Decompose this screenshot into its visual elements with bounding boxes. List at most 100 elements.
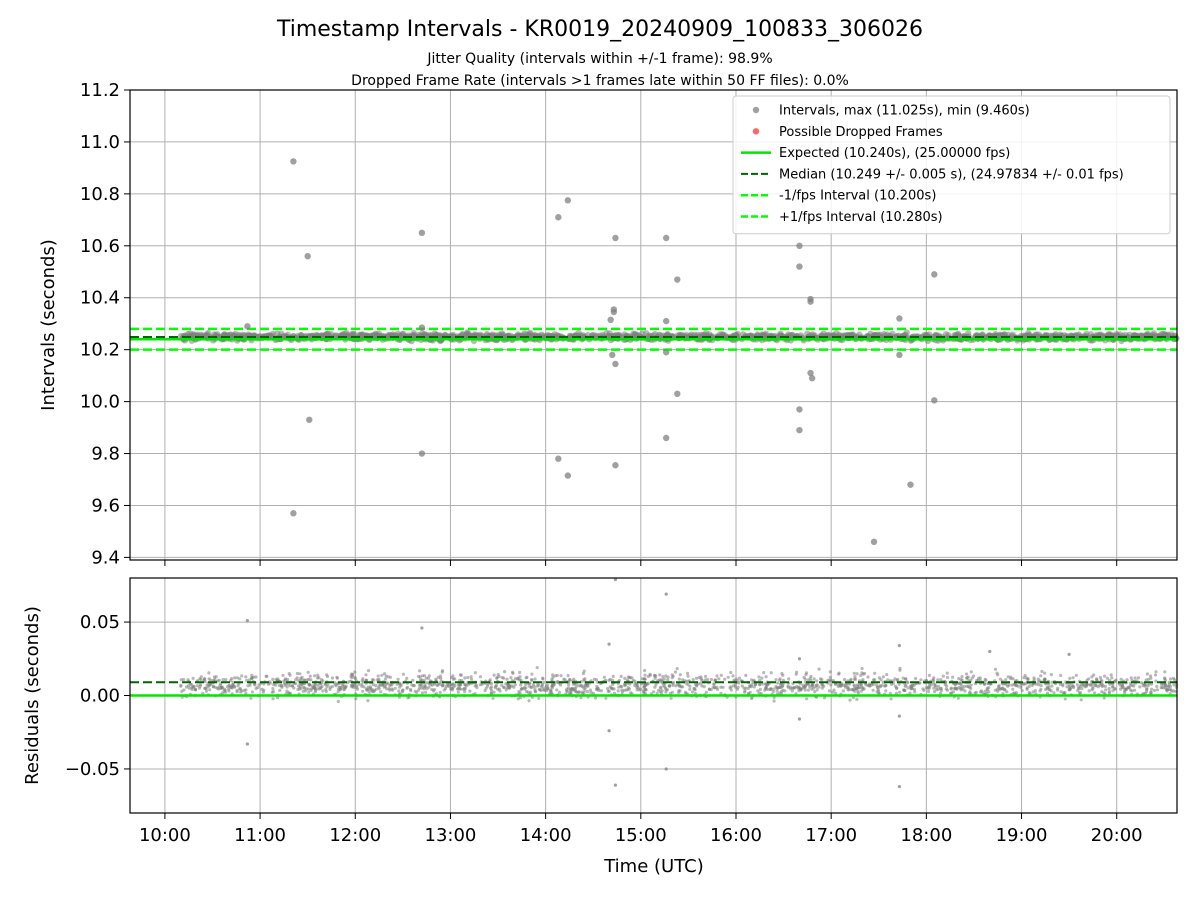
data-point bbox=[885, 673, 889, 677]
data-point bbox=[1039, 674, 1043, 678]
data-point bbox=[517, 690, 521, 694]
data-point bbox=[909, 687, 913, 691]
data-point bbox=[1037, 680, 1041, 684]
data-point bbox=[607, 678, 611, 683]
data-point bbox=[495, 675, 499, 680]
data-point bbox=[288, 684, 292, 688]
data-point bbox=[179, 683, 183, 688]
data-point bbox=[415, 690, 419, 695]
data-point bbox=[697, 676, 701, 680]
data-point bbox=[559, 674, 563, 678]
data-point bbox=[951, 675, 955, 679]
data-point bbox=[852, 671, 856, 675]
y-tick-label: 9.8 bbox=[91, 444, 120, 465]
data-point bbox=[207, 671, 211, 675]
data-point bbox=[1004, 678, 1008, 682]
data-point bbox=[1153, 673, 1158, 677]
data-point bbox=[949, 687, 953, 691]
data-point bbox=[555, 688, 559, 692]
data-point bbox=[336, 699, 340, 704]
data-point bbox=[754, 682, 758, 686]
data-point bbox=[295, 676, 299, 680]
data-point bbox=[617, 685, 621, 689]
data-point bbox=[303, 689, 307, 693]
intervals-panel: 9.4 9.6 9.8 10.0 10.2 10.4 10.6 10.8 11.0 11.2 Int… bbox=[38, 80, 1180, 568]
data-point bbox=[537, 683, 541, 688]
data-point bbox=[400, 690, 404, 694]
data-point bbox=[820, 678, 824, 682]
data-point bbox=[1107, 687, 1111, 691]
data-point bbox=[1063, 697, 1067, 701]
data-point bbox=[965, 676, 969, 680]
data-point bbox=[1130, 689, 1134, 693]
data-point bbox=[281, 673, 285, 677]
data-point bbox=[664, 688, 668, 692]
data-point bbox=[970, 676, 974, 680]
data-point bbox=[959, 688, 963, 692]
data-point bbox=[813, 690, 817, 694]
data-point bbox=[985, 686, 989, 691]
data-point bbox=[380, 673, 384, 677]
data-point bbox=[840, 682, 844, 686]
data-point bbox=[253, 683, 257, 687]
data-point bbox=[849, 677, 853, 682]
data-point bbox=[876, 685, 880, 690]
data-point bbox=[574, 689, 578, 694]
data-point bbox=[652, 674, 657, 678]
data-point bbox=[1033, 689, 1037, 693]
data-point bbox=[1138, 685, 1142, 689]
data-point bbox=[945, 688, 950, 692]
data-point bbox=[717, 677, 721, 681]
data-point bbox=[1133, 688, 1137, 692]
y-tick-label: 10.6 bbox=[80, 236, 120, 257]
data-point bbox=[250, 673, 254, 678]
data-point bbox=[411, 678, 415, 682]
data-point bbox=[244, 688, 248, 692]
axes-frame bbox=[129, 89, 1178, 561]
data-point bbox=[787, 677, 791, 681]
x-tick-label: 11:00 bbox=[234, 825, 286, 846]
data-point bbox=[1038, 689, 1042, 693]
data-point bbox=[550, 677, 554, 682]
data-point bbox=[397, 689, 401, 693]
data-point bbox=[640, 677, 645, 681]
data-point bbox=[489, 691, 493, 695]
data-point bbox=[764, 675, 768, 679]
data-point bbox=[1043, 677, 1047, 681]
data-point bbox=[623, 676, 627, 681]
legend-label: Intervals, max (11.025s), min (9.460s) bbox=[779, 104, 1030, 119]
data-point bbox=[1093, 691, 1097, 695]
outlier-point bbox=[555, 455, 562, 462]
data-point bbox=[694, 676, 699, 680]
data-point bbox=[883, 684, 887, 688]
data-point bbox=[1128, 684, 1132, 688]
data-point bbox=[1052, 691, 1056, 695]
data-point bbox=[957, 677, 961, 681]
data-point bbox=[853, 677, 858, 681]
data-point bbox=[1006, 675, 1010, 679]
data-point bbox=[729, 670, 733, 675]
data-point bbox=[704, 674, 708, 679]
y-tick-label: −0.05 bbox=[65, 759, 120, 780]
data-point bbox=[379, 690, 383, 694]
outlier-point bbox=[931, 397, 938, 404]
data-point bbox=[537, 696, 541, 701]
data-point bbox=[860, 666, 864, 671]
data-point bbox=[1080, 687, 1084, 691]
data-point bbox=[898, 666, 902, 670]
data-point bbox=[611, 682, 615, 687]
data-point bbox=[316, 673, 320, 677]
data-point bbox=[769, 671, 773, 675]
data-point bbox=[491, 696, 495, 700]
data-point bbox=[939, 687, 943, 691]
outlier-point bbox=[418, 229, 426, 237]
data-point bbox=[1026, 677, 1030, 681]
data-point bbox=[530, 672, 534, 676]
data-point bbox=[316, 684, 320, 688]
data-point bbox=[635, 685, 639, 689]
data-point bbox=[511, 671, 515, 676]
data-point bbox=[424, 676, 428, 680]
data-point bbox=[382, 685, 386, 689]
data-point bbox=[776, 681, 780, 685]
data-point bbox=[398, 682, 402, 687]
